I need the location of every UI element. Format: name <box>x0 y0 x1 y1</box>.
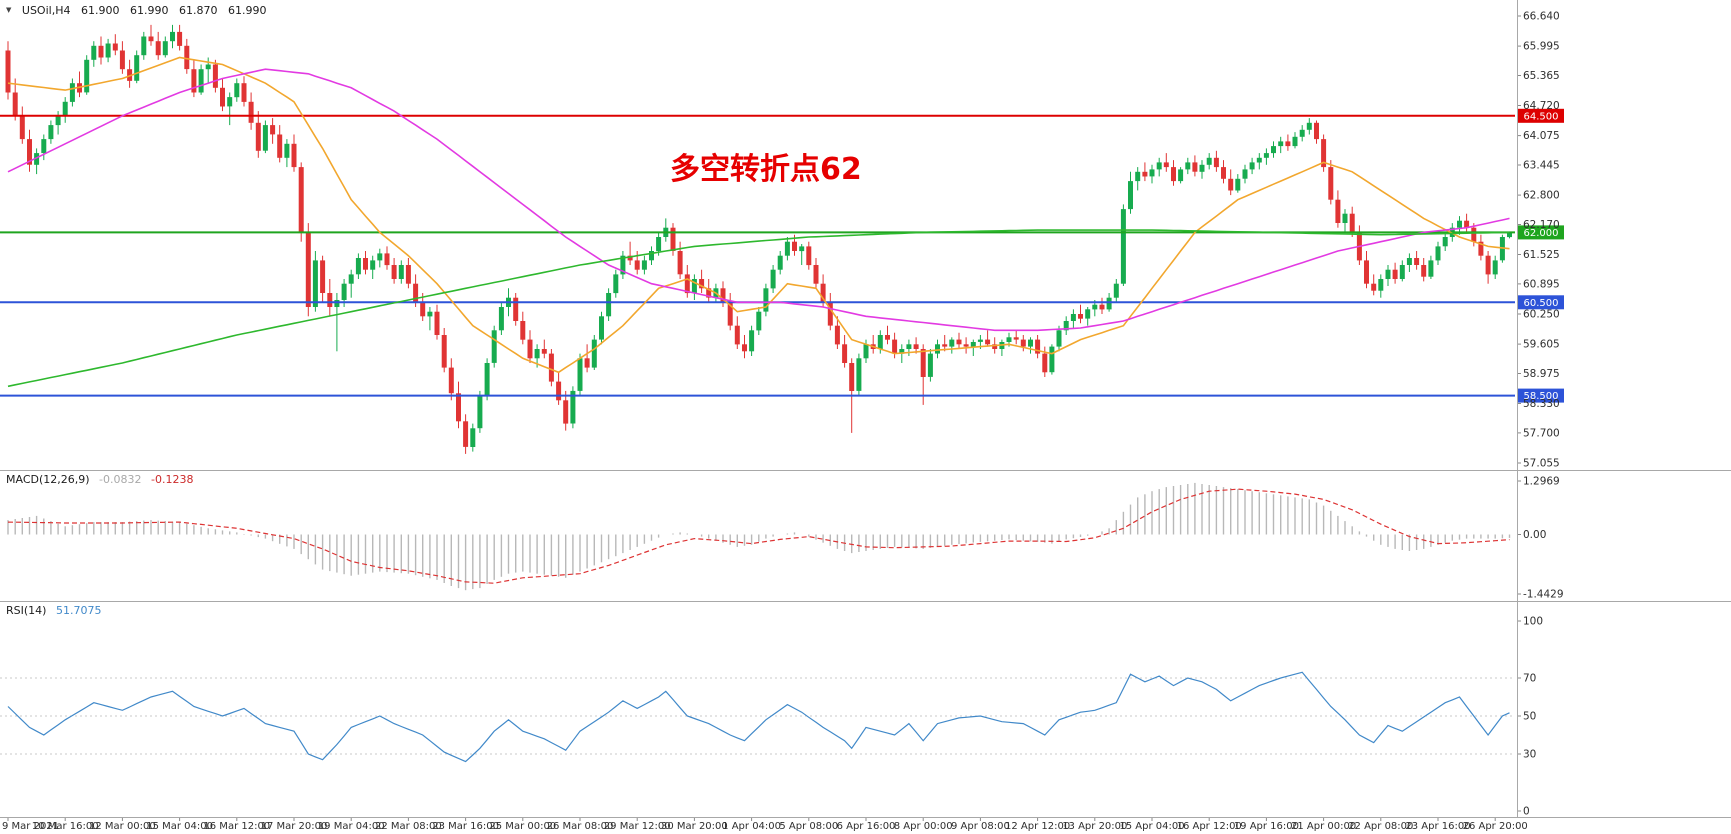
svg-text:63.445: 63.445 <box>1523 160 1560 172</box>
svg-text:9 Mar 2021: 9 Mar 2021 <box>2 821 59 832</box>
svg-text:62.170: 62.170 <box>1523 219 1560 231</box>
chart-ohlc-header: ▼ USOil,H4 61.900 61.990 61.870 61.990 <box>6 4 273 17</box>
svg-text:64.075: 64.075 <box>1523 130 1560 142</box>
svg-text:64.720: 64.720 <box>1523 100 1560 112</box>
svg-text:57.700: 57.700 <box>1523 427 1560 439</box>
svg-text:19 Apr 16:00: 19 Apr 16:00 <box>1234 821 1299 832</box>
ohlc-low: 61.870 <box>178 4 218 17</box>
svg-text:61.525: 61.525 <box>1523 249 1560 261</box>
svg-text:15 Mar 04:00: 15 Mar 04:00 <box>146 821 213 832</box>
svg-text:19 Mar 04:00: 19 Mar 04:00 <box>318 821 385 832</box>
svg-text:58.500: 58.500 <box>1524 391 1559 402</box>
svg-text:-1.4429: -1.4429 <box>1523 589 1564 601</box>
svg-text:62.000: 62.000 <box>1524 228 1559 239</box>
svg-text:60.250: 60.250 <box>1523 309 1560 321</box>
svg-text:66.640: 66.640 <box>1523 11 1560 23</box>
macd-panel[interactable] <box>7 482 1511 591</box>
svg-text:58.330: 58.330 <box>1523 398 1560 410</box>
svg-text:12 Mar 00:00: 12 Mar 00:00 <box>89 821 156 832</box>
svg-text:59.605: 59.605 <box>1523 339 1560 351</box>
macd-value: -0.0832 <box>99 473 142 486</box>
svg-text:22 Apr 08:00: 22 Apr 08:00 <box>1348 821 1413 832</box>
svg-text:26 Mar 08:00: 26 Mar 08:00 <box>547 821 614 832</box>
svg-text:5 Apr 08:00: 5 Apr 08:00 <box>779 821 838 832</box>
svg-text:0: 0 <box>1523 806 1530 818</box>
svg-text:100: 100 <box>1523 616 1543 628</box>
svg-text:21 Apr 00:00: 21 Apr 00:00 <box>1291 821 1356 832</box>
svg-text:62.800: 62.800 <box>1523 190 1560 202</box>
macd-indicator-header: MACD(12,26,9) -0.0832 -0.1238 <box>6 473 199 486</box>
rsi-panel[interactable] <box>0 671 1515 763</box>
macd-signal-value: -0.1238 <box>151 473 194 486</box>
svg-text:16 Mar 12:00: 16 Mar 12:00 <box>203 821 270 832</box>
svg-text:10 Mar 16:00: 10 Mar 16:00 <box>32 821 99 832</box>
svg-text:15 Apr 04:00: 15 Apr 04:00 <box>1119 821 1184 832</box>
svg-text:8 Apr 00:00: 8 Apr 00:00 <box>894 821 953 832</box>
macd-indicator-label: MACD(12,26,9) <box>6 473 90 486</box>
svg-text:60.895: 60.895 <box>1523 278 1560 290</box>
chart-title: USOil,H4 <box>21 4 71 17</box>
svg-text:64.500: 64.500 <box>1524 111 1559 122</box>
svg-text:17 Mar 20:00: 17 Mar 20:00 <box>261 821 328 832</box>
symbol-dropdown-arrow-icon[interactable]: ▼ <box>6 6 12 14</box>
svg-text:29 Mar 12:00: 29 Mar 12:00 <box>604 821 671 832</box>
svg-text:58.975: 58.975 <box>1523 368 1560 380</box>
svg-text:22 Mar 08:00: 22 Mar 08:00 <box>375 821 442 832</box>
svg-text:26 Apr 20:00: 26 Apr 20:00 <box>1463 821 1528 832</box>
ohlc-open: 61.900 <box>80 4 120 17</box>
svg-text:70: 70 <box>1523 673 1536 685</box>
svg-text:12 Apr 12:00: 12 Apr 12:00 <box>1005 821 1070 832</box>
svg-text:13 Apr 20:00: 13 Apr 20:00 <box>1062 821 1127 832</box>
main-chart-panel[interactable] <box>0 24 1515 454</box>
svg-text:23 Apr 16:00: 23 Apr 16:00 <box>1405 821 1470 832</box>
svg-text:6 Apr 16:00: 6 Apr 16:00 <box>837 821 896 832</box>
svg-text:30: 30 <box>1523 749 1536 761</box>
svg-text:57.055: 57.055 <box>1523 458 1560 470</box>
svg-text:1 Apr 04:00: 1 Apr 04:00 <box>722 821 781 832</box>
svg-text:16 Apr 12:00: 16 Apr 12:00 <box>1177 821 1242 832</box>
ohlc-high: 61.990 <box>129 4 169 17</box>
svg-text:1.2969: 1.2969 <box>1523 476 1560 488</box>
svg-text:30 Mar 20:00: 30 Mar 20:00 <box>661 821 728 832</box>
svg-text:65.365: 65.365 <box>1523 70 1560 82</box>
ohlc-close: 61.990 <box>227 4 267 17</box>
chart-annotation-text[interactable]: 多空转折点62 <box>670 152 862 187</box>
svg-text:25 Mar 00:00: 25 Mar 00:00 <box>489 821 556 832</box>
svg-text:60.500: 60.500 <box>1524 298 1559 309</box>
rsi-indicator-label: RSI(14) <box>6 604 47 617</box>
svg-text:23 Mar 16:00: 23 Mar 16:00 <box>432 821 499 832</box>
rsi-indicator-header: RSI(14) 51.7075 <box>6 604 107 617</box>
svg-text:9 Apr 08:00: 9 Apr 08:00 <box>951 821 1010 832</box>
svg-text:0.00: 0.00 <box>1523 529 1546 541</box>
rsi-value: 51.7075 <box>55 604 102 617</box>
svg-text:65.995: 65.995 <box>1523 41 1560 53</box>
svg-text:50: 50 <box>1523 711 1536 723</box>
price-scale[interactable]: 64.500 62.000 60.500 58.500 66.640 65.995 65.3… <box>1517 11 1564 818</box>
